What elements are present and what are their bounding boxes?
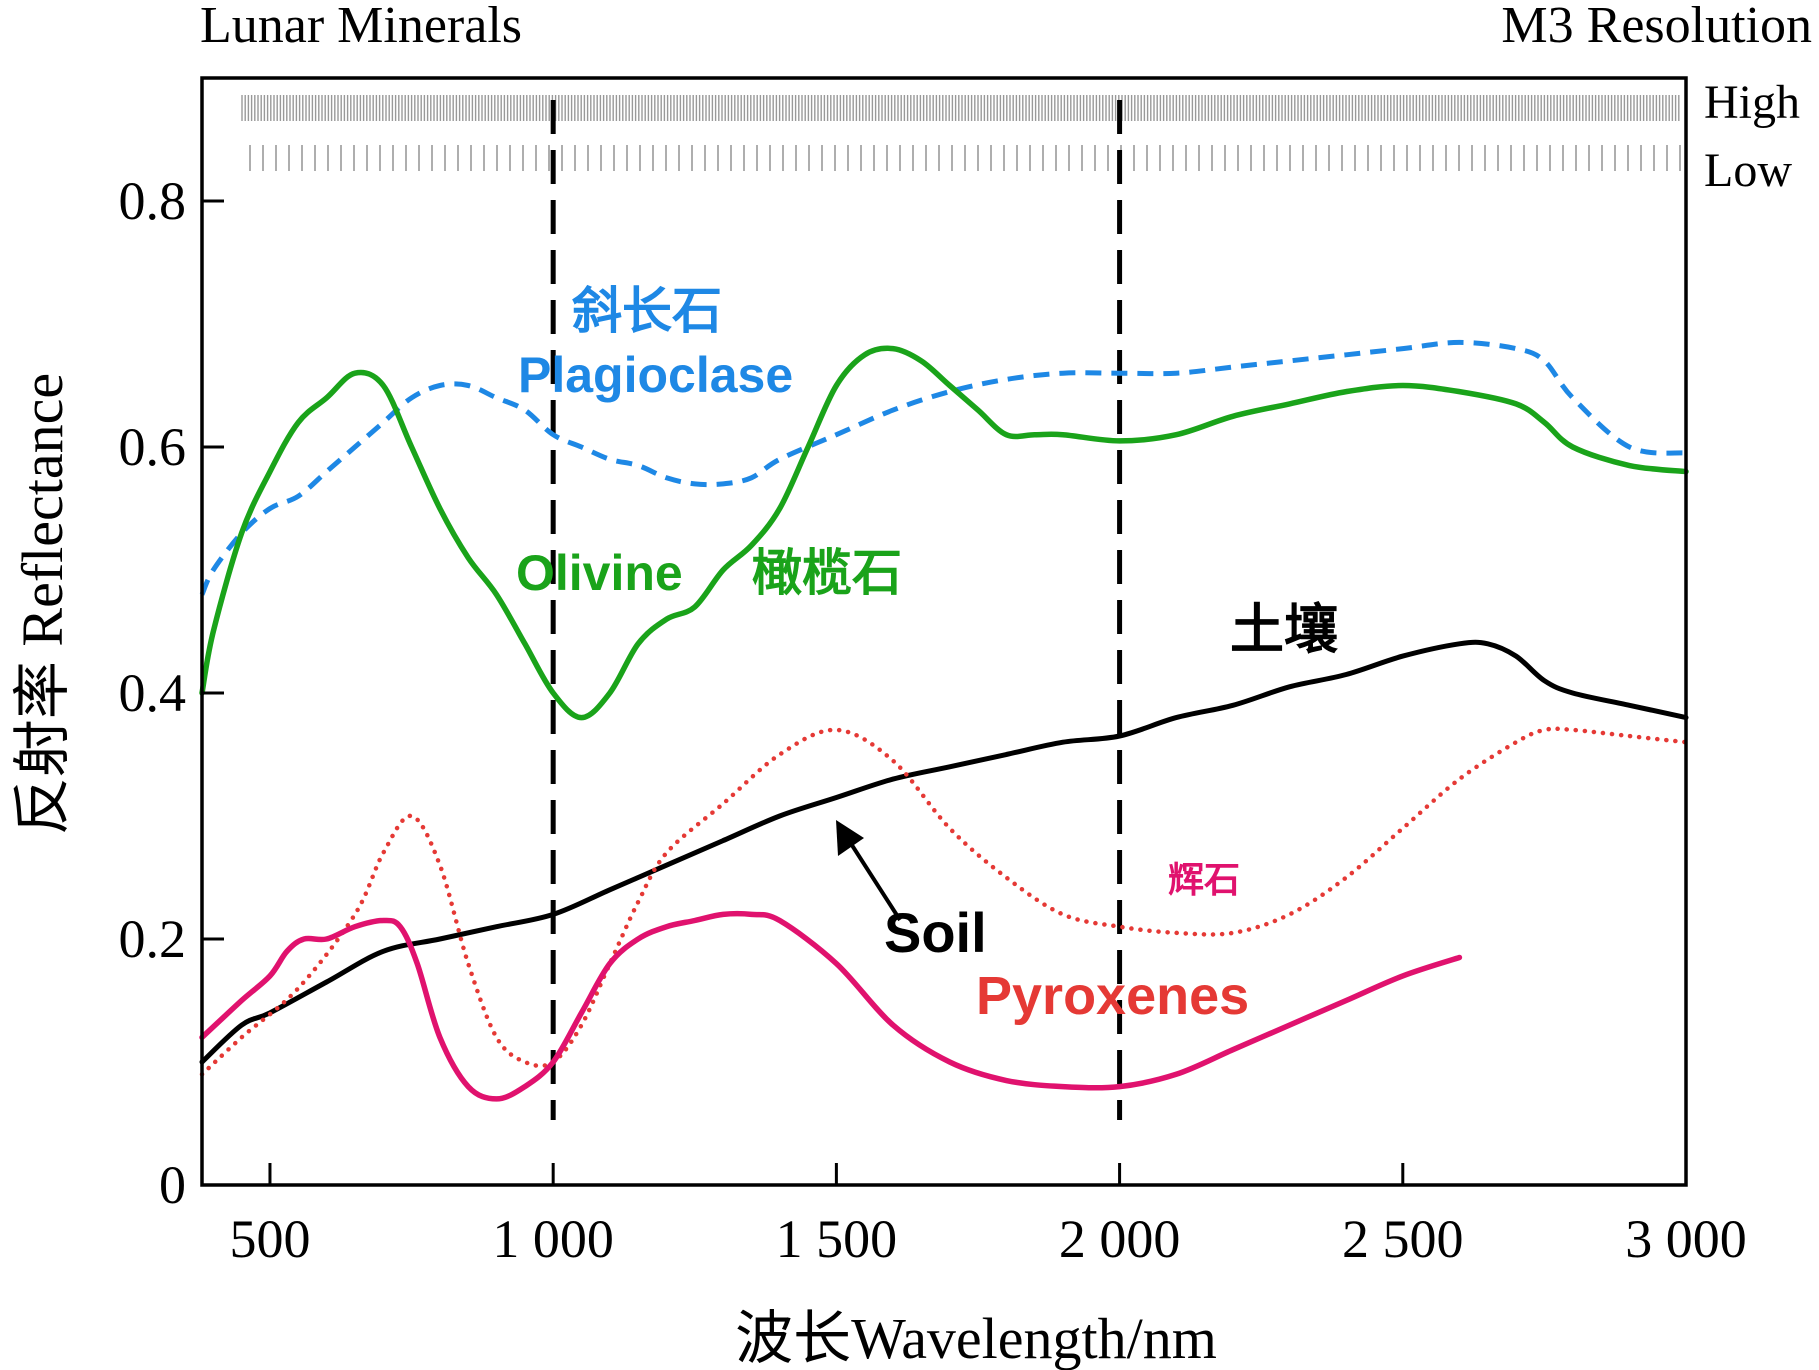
- x-axis-title: 波长Wavelength/nm: [735, 1306, 1217, 1370]
- soil-arrow: [836, 820, 902, 922]
- resolution-low-band: [249, 145, 1681, 171]
- y-tick-label: 0.6: [119, 417, 187, 477]
- annotation-pyroxene-zh: 辉石: [1168, 859, 1240, 900]
- annotation-soil: Soil: [884, 901, 987, 964]
- x-tick-label: 2 000: [1059, 1209, 1181, 1269]
- annotation-olivine: Olivine: [516, 545, 683, 601]
- title-left: Lunar Minerals: [200, 0, 522, 54]
- series-line-plagioclase: [199, 339, 1687, 596]
- y-axis-title: 反射率 Reflectance: [10, 373, 75, 835]
- resolution-high-label: High: [1704, 76, 1800, 129]
- annotation-soil-zh: 土壤: [1230, 600, 1338, 660]
- y-tick-label: 0.4: [119, 663, 187, 723]
- annotation-plagioclase: Plagioclase: [518, 347, 793, 403]
- series-line-olivine: [199, 345, 1689, 721]
- x-tick-label: 2 500: [1342, 1209, 1464, 1269]
- series-line-pyroxenes: [199, 726, 1689, 1077]
- annotation-plagioclase-zh: 斜长石: [572, 283, 722, 339]
- series-line-pyroxenes-magenta: [199, 910, 1463, 1102]
- y-tick-label: 0: [159, 1155, 186, 1215]
- y-tick-label: 0.2: [119, 909, 187, 969]
- resolution-low-label: Low: [1704, 144, 1792, 197]
- plot-frame: [200, 76, 1688, 1187]
- series-group: [199, 339, 1689, 1102]
- axis-ticks: 500 1 000 1 500 2 000 2 500 3 000 0 0.2 0.4 0.6 0.…: [119, 171, 1747, 1269]
- resolution-high-band: [241, 95, 1680, 121]
- series-line-soil: [199, 639, 1689, 1065]
- x-tick-label: 3 000: [1625, 1209, 1747, 1269]
- resolution-bands: [241, 95, 1681, 171]
- y-tick-label: 0.8: [119, 171, 187, 231]
- x-tick-label: 500: [229, 1209, 310, 1269]
- absorption-reference-lines: [550, 100, 1123, 1120]
- annotation-pyroxenes: Pyroxenes: [976, 966, 1249, 1026]
- title-right: M3 Resolution: [1501, 0, 1812, 54]
- x-tick-label: 1 500: [776, 1209, 898, 1269]
- x-tick-label: 1 000: [492, 1209, 614, 1269]
- annotation-olivine-zh: 橄榄石: [752, 545, 902, 601]
